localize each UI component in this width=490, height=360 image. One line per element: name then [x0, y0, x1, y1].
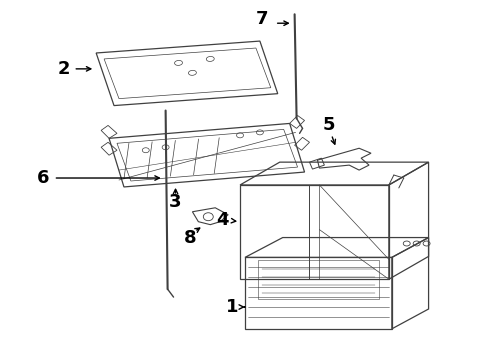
- Text: 6: 6: [37, 169, 50, 187]
- Text: 5: 5: [323, 116, 336, 134]
- Text: 3: 3: [169, 193, 182, 211]
- Text: 8: 8: [184, 229, 197, 247]
- Text: 1: 1: [226, 298, 238, 316]
- Text: 2: 2: [57, 60, 70, 78]
- Text: 7: 7: [256, 10, 268, 28]
- Text: 4: 4: [216, 211, 228, 229]
